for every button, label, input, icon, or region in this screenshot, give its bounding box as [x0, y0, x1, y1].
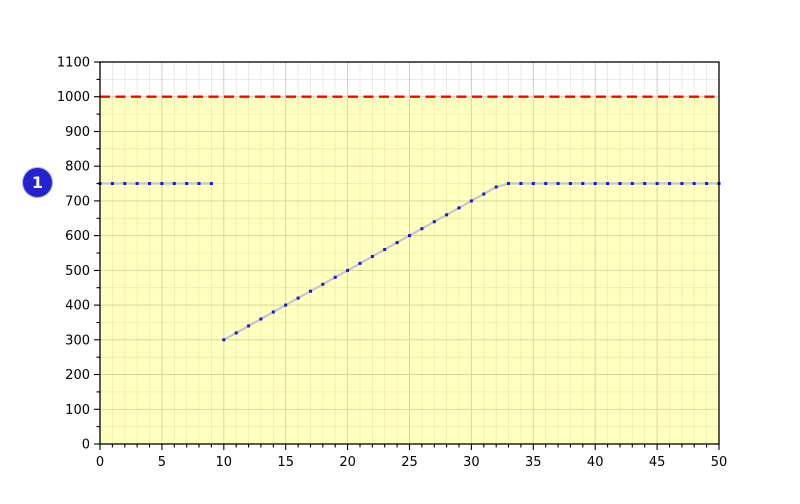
- svg-text:600: 600: [65, 229, 90, 244]
- svg-text:30: 30: [463, 455, 480, 470]
- svg-text:35: 35: [525, 455, 542, 470]
- svg-text:50: 50: [711, 455, 728, 470]
- svg-text:200: 200: [65, 368, 90, 383]
- svg-text:25: 25: [401, 455, 418, 470]
- svg-text:700: 700: [65, 194, 90, 209]
- svg-text:0: 0: [96, 455, 104, 470]
- svg-text:1000: 1000: [57, 90, 90, 105]
- svg-text:500: 500: [65, 264, 90, 279]
- y-axis: 0 100 200 300 400 500 600 700 800 900 1000 1100: [57, 56, 100, 453]
- svg-text:10: 10: [216, 455, 233, 470]
- svg-text:40: 40: [587, 455, 604, 470]
- svg-text:0: 0: [82, 438, 90, 453]
- svg-text:1100: 1100: [57, 56, 90, 71]
- svg-text:20: 20: [339, 455, 356, 470]
- svg-text:800: 800: [65, 160, 90, 175]
- series-flat-left-segment: [98, 182, 213, 185]
- grid-minor: [100, 62, 719, 444]
- x-axis: 0 5 10 15 20 25 30 35 40 45 50: [96, 444, 727, 470]
- step-badge-label: 1: [31, 172, 44, 192]
- svg-text:100: 100: [65, 403, 90, 418]
- svg-text:45: 45: [649, 455, 666, 470]
- svg-text:400: 400: [65, 299, 90, 314]
- svg-text:900: 900: [65, 125, 90, 140]
- svg-text:15: 15: [277, 455, 294, 470]
- svg-text:300: 300: [65, 333, 90, 348]
- step-badge: 1: [23, 168, 52, 197]
- shaded-region: [100, 96, 719, 444]
- svg-text:5: 5: [158, 455, 166, 470]
- series-ramp-then-plateau-segment: [222, 182, 721, 342]
